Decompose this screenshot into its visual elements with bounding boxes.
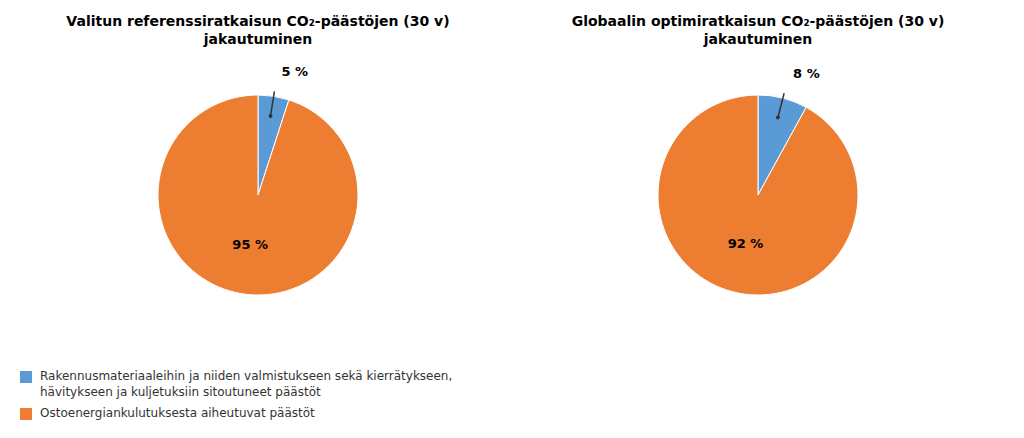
html-text:Globaalin optimiratkaisun CO₂-: Globaalin optimiratkaisun CO₂-päästöjen …: [571, 13, 945, 48]
svg-text:92 %: 92 %: [728, 236, 764, 251]
svg-text:8 %: 8 %: [793, 66, 820, 81]
svg-text:95 %: 95 %: [232, 237, 268, 252]
svg-text:5 %: 5 %: [282, 64, 309, 79]
html-text:Valitun referenssiratkaisun CO: Valitun referenssiratkaisun CO₂-päästöje…: [66, 13, 450, 48]
html-text:Rakennusmateriaaleihin ja niid: Rakennusmateriaaleihin ja niiden valmist…: [40, 369, 453, 399]
html-text:Ostoenergiankulutuksesta aiheu: Ostoenergiankulutuksesta aiheutuvat pääs…: [40, 406, 315, 421]
